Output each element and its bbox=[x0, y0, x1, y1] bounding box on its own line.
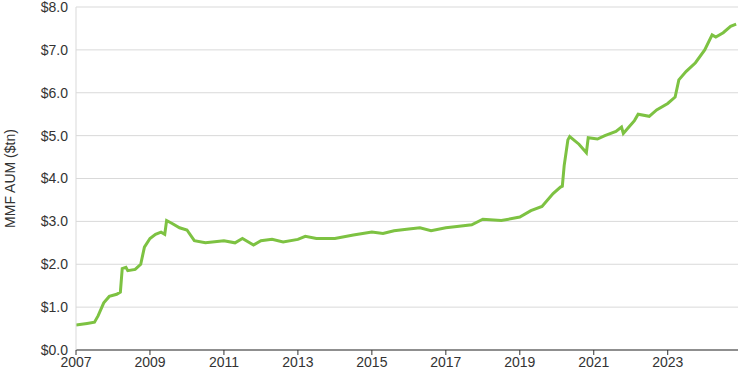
svg-text:$8.0: $8.0 bbox=[41, 0, 68, 15]
svg-text:$4.0: $4.0 bbox=[41, 170, 68, 186]
svg-text:$2.0: $2.0 bbox=[41, 256, 68, 272]
svg-text:2015: 2015 bbox=[356, 354, 387, 370]
svg-text:2019: 2019 bbox=[504, 354, 535, 370]
svg-text:$0.0: $0.0 bbox=[41, 342, 68, 358]
svg-text:2011: 2011 bbox=[209, 354, 239, 370]
svg-text:$7.0: $7.0 bbox=[41, 42, 68, 58]
svg-text:2021: 2021 bbox=[578, 354, 609, 370]
svg-text:$3.0: $3.0 bbox=[41, 213, 68, 229]
svg-text:2013: 2013 bbox=[282, 354, 313, 370]
svg-text:$6.0: $6.0 bbox=[41, 85, 68, 101]
svg-text:$1.0: $1.0 bbox=[41, 299, 68, 315]
svg-text:2007: 2007 bbox=[60, 353, 92, 370]
svg-text:2023: 2023 bbox=[652, 354, 683, 370]
svg-text:2009: 2009 bbox=[134, 354, 165, 370]
svg-text:2017: 2017 bbox=[430, 354, 461, 370]
svg-text:$5.0: $5.0 bbox=[41, 128, 68, 144]
svg-text:MMF AUM ($tn): MMF AUM ($tn) bbox=[8, 129, 18, 228]
